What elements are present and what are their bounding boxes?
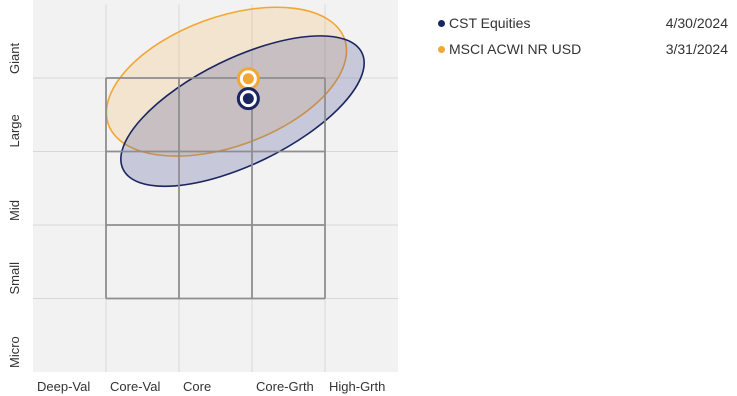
y-tick-label: Large: [7, 114, 22, 147]
legend-swatch-cst-equities: [438, 19, 445, 27]
y-tick-label: Mid: [7, 200, 22, 221]
plot-background: [33, 0, 398, 372]
y-axis-tick-labels: Micro Small Mid Large Giant: [7, 43, 22, 368]
x-tick-label: Core: [183, 379, 211, 394]
legend-label: MSCI ACWI NR USD: [449, 41, 582, 57]
centroid-point-dot: [242, 93, 254, 105]
legend: CST Equities 4/30/2024 MSCI ACWI NR USD …: [438, 10, 728, 62]
x-tick-label: Deep-Val: [37, 379, 90, 394]
x-axis-tick-labels: Deep-Val Core-Val Core Core-Grth High-Grth: [37, 379, 385, 394]
legend-label: CST Equities: [449, 15, 531, 31]
legend-date: 4/30/2024: [665, 15, 728, 31]
x-tick-label: Core-Val: [110, 379, 160, 394]
style-box-grid: [105, 77, 326, 300]
y-tick-label: Small: [7, 262, 22, 295]
ownership-zone-ellipse: [120, 35, 365, 188]
point-layer: [236, 67, 260, 111]
legend-swatch-msci-acwi: [438, 45, 445, 53]
x-tick-label: High-Grth: [329, 379, 385, 394]
legend-item-cst-equities: CST Equities 4/30/2024: [438, 10, 728, 36]
x-tick-label: Core-Grth: [256, 379, 314, 394]
style-box-chart: Deep-Val Core-Val Core Core-Grth High-Grth M…: [7, 0, 398, 394]
legend-date: 3/31/2024: [665, 41, 728, 57]
legend-item-msci-acwi: MSCI ACWI NR USD 3/31/2024: [438, 36, 728, 62]
y-tick-label: Micro: [7, 336, 22, 368]
ellipse-layer: [105, 6, 365, 188]
centroid-point-dot: [242, 73, 254, 85]
y-tick-label: Giant: [7, 43, 22, 74]
